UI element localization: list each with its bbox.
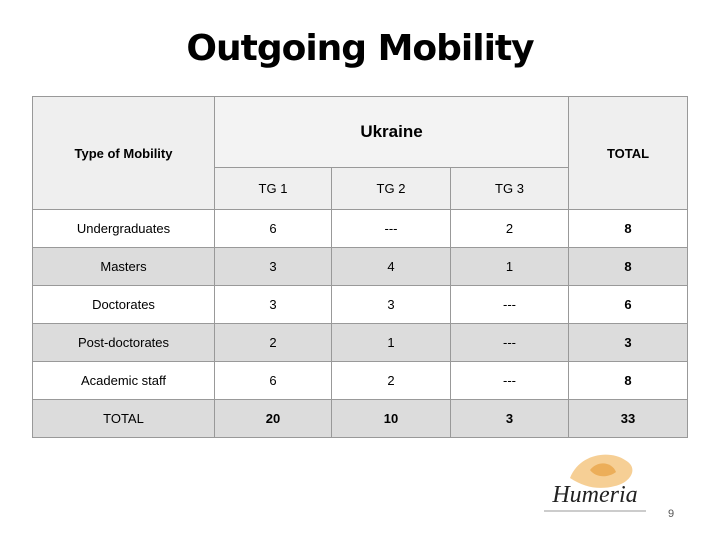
- table-row: Academic staff 6 2 --- 8: [32, 361, 688, 400]
- cell: 3: [214, 247, 332, 286]
- cell: 20: [214, 399, 332, 438]
- table-body: Undergraduates 6 --- 2 8 Masters 3 4 1 8 Doctorate…: [32, 209, 688, 438]
- subheader: TG 3: [450, 167, 569, 210]
- cell: 3: [331, 285, 451, 324]
- slide-title: Outgoing Mobility: [186, 28, 534, 69]
- header-group: Ukraine: [214, 96, 569, 168]
- mobility-table: Type of Mobility Ukraine TOTAL TG 1 TG 2…: [32, 96, 688, 438]
- table-row: Undergraduates 6 --- 2 8: [32, 209, 688, 248]
- cell: 8: [568, 247, 688, 286]
- row-label: Academic staff: [32, 361, 215, 400]
- cell: 3: [214, 285, 332, 324]
- row-label: TOTAL: [32, 399, 215, 438]
- cell: 6: [214, 209, 332, 248]
- cell: 8: [568, 209, 688, 248]
- cell: 10: [331, 399, 451, 438]
- cell: 1: [331, 323, 451, 362]
- cell: 8: [568, 361, 688, 400]
- row-label: Masters: [32, 247, 215, 286]
- cell: 6: [214, 361, 332, 400]
- logo: Humeria: [544, 454, 646, 512]
- table-row: Masters 3 4 1 8: [32, 247, 688, 286]
- row-label: Doctorates: [32, 285, 215, 324]
- table-row: Doctorates 3 3 --- 6: [32, 285, 688, 324]
- header-total: TOTAL: [568, 96, 688, 210]
- cell: ---: [450, 285, 569, 324]
- cell: ---: [450, 361, 569, 400]
- page-number: 9: [668, 508, 675, 520]
- cell: ---: [331, 209, 451, 248]
- cell: 33: [568, 399, 688, 438]
- cell: 2: [450, 209, 569, 248]
- table-row: Post-doctorates 2 1 --- 3: [32, 323, 688, 362]
- row-label: Post-doctorates: [32, 323, 215, 362]
- cell: 1: [450, 247, 569, 286]
- header-type: Type of Mobility: [32, 96, 215, 210]
- cell: 2: [331, 361, 451, 400]
- cell: 6: [568, 285, 688, 324]
- table-row: TOTAL 20 10 3 33: [32, 399, 688, 438]
- cell: 2: [214, 323, 332, 362]
- subheader: TG 1: [214, 167, 332, 210]
- subheader: TG 2: [331, 167, 451, 210]
- logo-text: Humeria: [551, 482, 637, 508]
- cell: 3: [568, 323, 688, 362]
- cell: 4: [331, 247, 451, 286]
- cell: 3: [450, 399, 569, 438]
- cell: ---: [450, 323, 569, 362]
- row-label: Undergraduates: [32, 209, 215, 248]
